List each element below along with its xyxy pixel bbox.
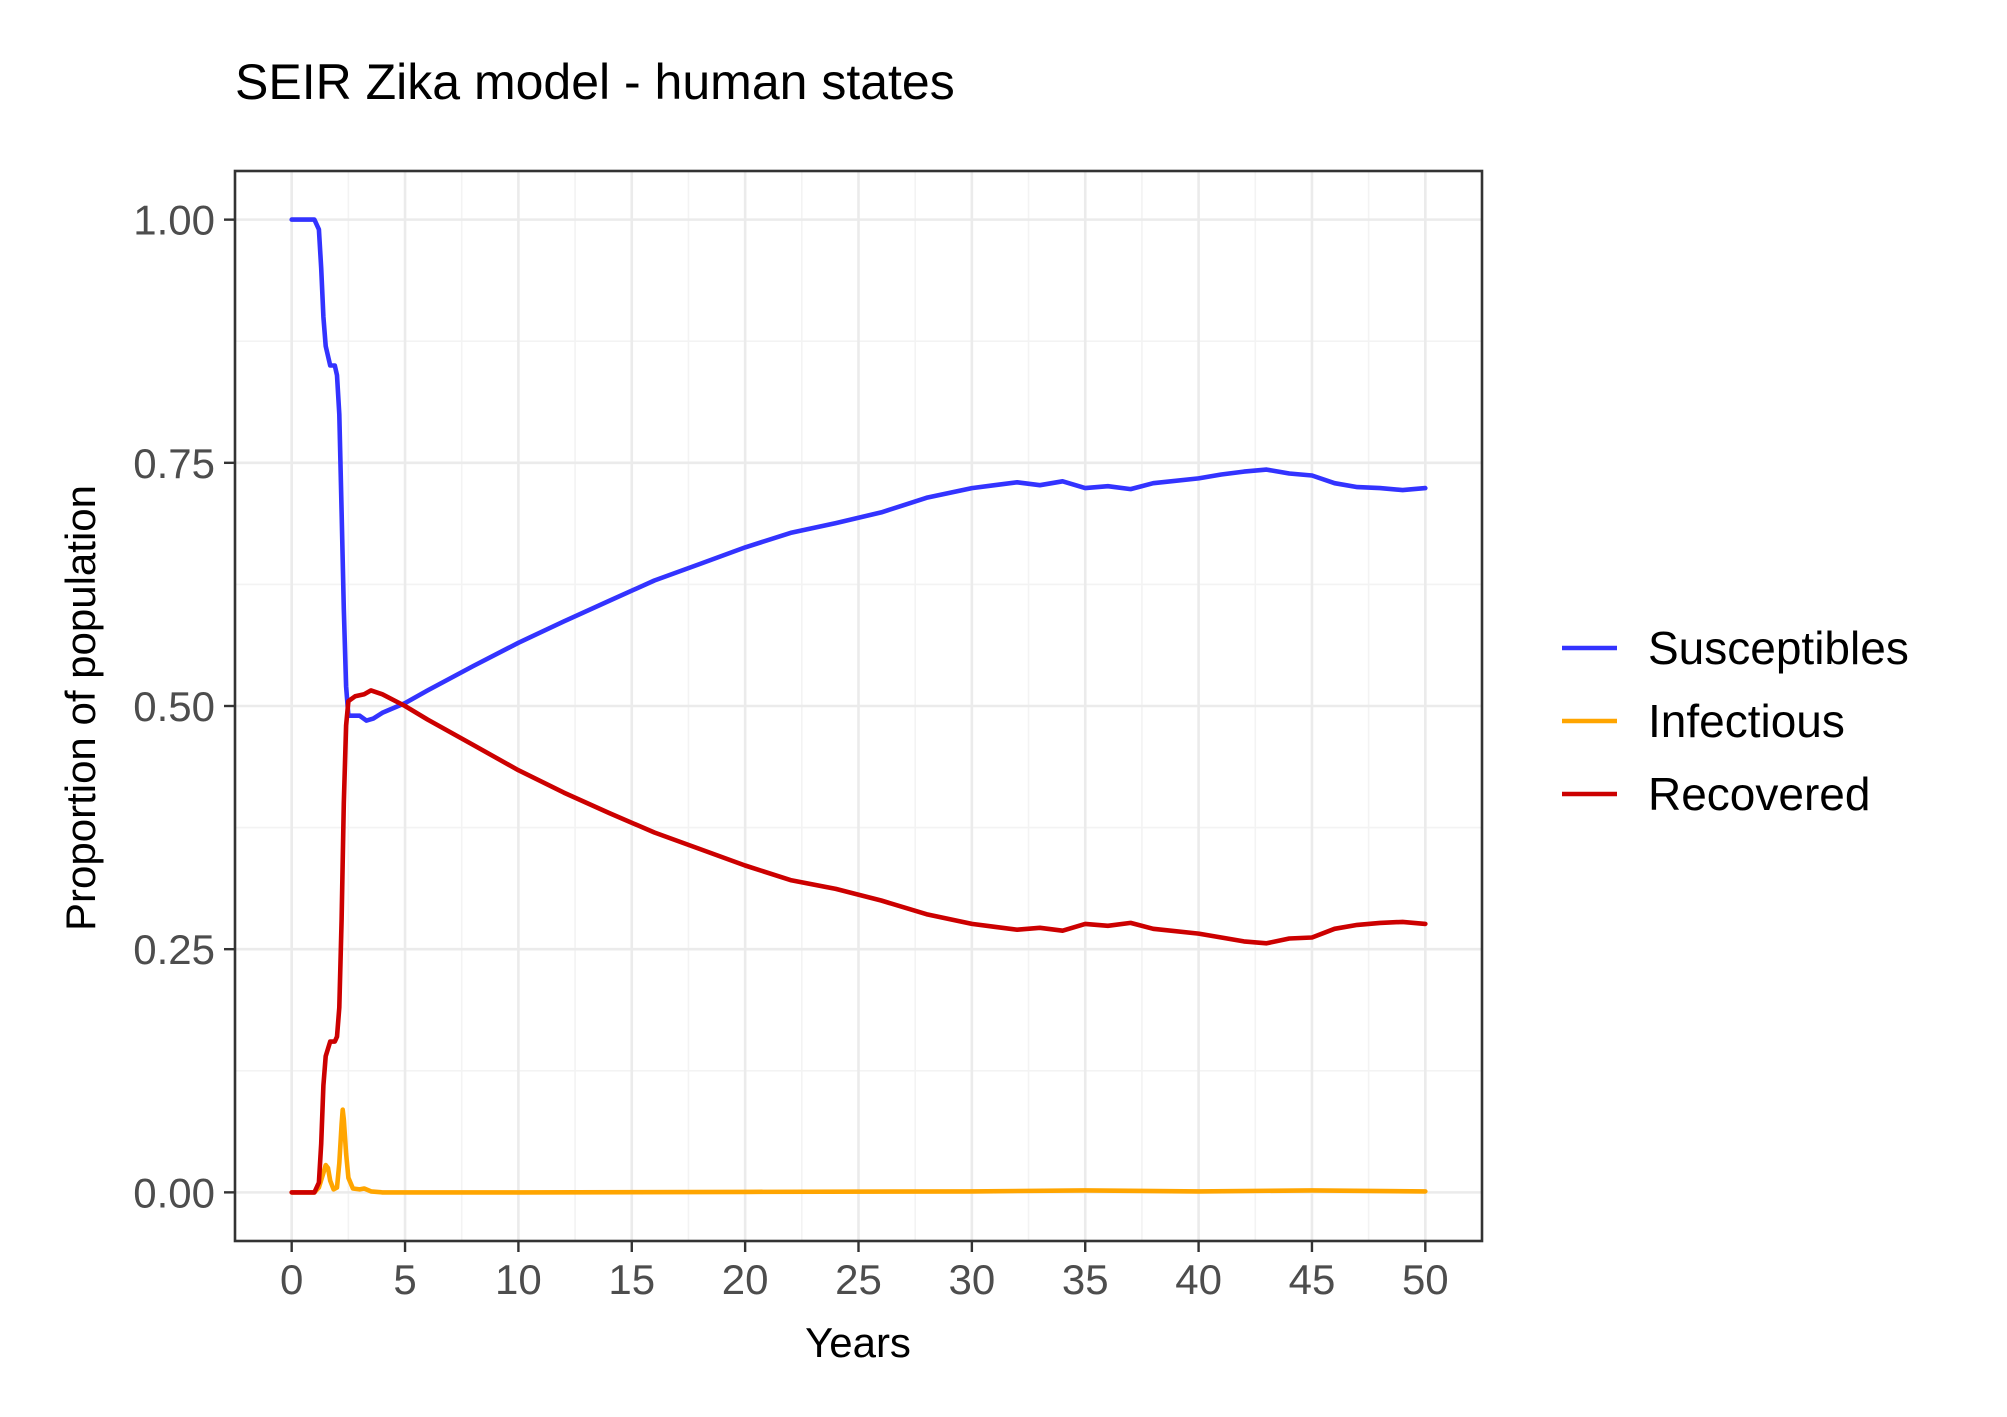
y-axis-title: Proportion of population — [57, 485, 104, 931]
x-tick-label: 30 — [949, 1256, 996, 1303]
series-line-recovered — [289, 688, 1428, 1195]
y-tick-label: 0.50 — [133, 683, 215, 730]
x-axis-title: Years — [805, 1319, 911, 1366]
x-tick-label: 15 — [608, 1256, 655, 1303]
y-tick-label: 0.25 — [133, 926, 215, 973]
y-tick-label: 0.75 — [133, 440, 215, 487]
y-tick-label: 0.00 — [133, 1169, 215, 1216]
x-tick-label: 50 — [1402, 1256, 1449, 1303]
y-tick-label: 1.00 — [133, 197, 215, 244]
legend: Susceptibles Infectious Recovered — [1562, 622, 1909, 820]
series-line-susceptibles — [289, 217, 1428, 723]
x-tick-label: 0 — [280, 1256, 303, 1303]
x-tick-label: 20 — [722, 1256, 769, 1303]
chart-title: SEIR Zika model - human states — [235, 54, 955, 110]
axes: 0 5 10 15 20 25 30 35 40 45 50 0.00 0.25 0.50 0.75 1.00 — [133, 169, 1484, 1303]
series-lines — [289, 217, 1428, 1195]
x-tick-label: 40 — [1175, 1256, 1222, 1303]
x-tick-label: 35 — [1062, 1256, 1109, 1303]
x-tick-label: 5 — [393, 1256, 416, 1303]
legend-label-infectious: Infectious — [1648, 695, 1845, 747]
x-tick-label: 25 — [835, 1256, 882, 1303]
legend-label-recovered: Recovered — [1648, 768, 1870, 820]
x-tick-label: 10 — [495, 1256, 542, 1303]
legend-label-susceptibles: Susceptibles — [1648, 622, 1909, 674]
x-tick-label: 45 — [1289, 1256, 1336, 1303]
series-line-infectious — [289, 1107, 1428, 1195]
